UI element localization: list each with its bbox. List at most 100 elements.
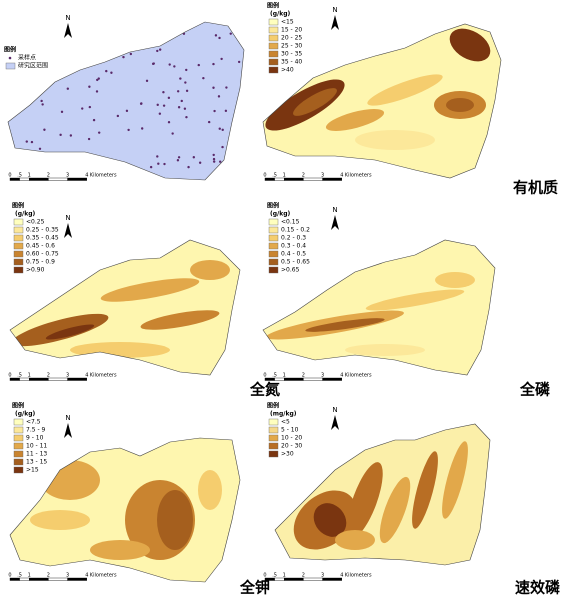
- scale-label: 0: [263, 573, 266, 579]
- map-caption: 速效磷: [515, 579, 561, 596]
- legend-swatch: [268, 250, 279, 258]
- sample-point: [30, 29, 34, 32]
- legend-label: 10 - 20: [281, 435, 302, 442]
- map-caption: 全钾: [239, 579, 270, 596]
- value-zone: [435, 272, 475, 288]
- sample-point: [32, 30, 36, 33]
- legend-swatch: [268, 242, 279, 250]
- scale-label: 0: [8, 373, 11, 379]
- legend-unit: (g/kg): [15, 411, 36, 418]
- map-body: [8, 22, 244, 180]
- value-zone: [355, 130, 435, 150]
- sample-point: [158, 48, 162, 51]
- legend-swatch: [13, 258, 24, 266]
- sample-point: [185, 115, 188, 119]
- legend-label: >15: [26, 467, 39, 474]
- sample-point: [38, 147, 42, 150]
- sample-point: [176, 90, 180, 93]
- legend-swatch: [5, 62, 16, 70]
- value-zone: [140, 310, 220, 330]
- sample-point: [177, 106, 181, 109]
- sample-point: [114, 52, 117, 56]
- legend-label: <0.25: [26, 219, 45, 226]
- sample-point: [218, 36, 221, 40]
- legend-label: 采样点: [18, 54, 36, 62]
- legend-swatch: [13, 442, 24, 450]
- sample-point: [95, 90, 99, 93]
- scale-seg: [29, 177, 49, 181]
- sample-point: [157, 162, 160, 165]
- scale-seg: [284, 577, 304, 581]
- sample-point: [41, 103, 44, 106]
- sample-point: [40, 99, 43, 103]
- legend-swatch: [268, 34, 279, 42]
- scale-label: 3: [66, 373, 69, 379]
- legend-swatch: [13, 234, 24, 242]
- sample-point: [202, 76, 205, 80]
- north-label: N: [65, 414, 70, 422]
- scale-label: 3: [66, 173, 69, 179]
- legend-swatch: [13, 250, 24, 258]
- legend-swatch: [13, 434, 24, 442]
- sample-point: [59, 133, 62, 137]
- value-zone: [335, 530, 375, 550]
- sample-point: [152, 62, 155, 65]
- sample-point: [235, 172, 238, 176]
- sample-point: [229, 32, 232, 35]
- legend-swatch: [268, 426, 279, 434]
- legend-label: <7.5: [26, 419, 41, 426]
- sample-point: [192, 156, 196, 159]
- sample-point: [105, 69, 108, 73]
- sample-point: [214, 34, 218, 37]
- north-arrow: [64, 423, 72, 438]
- sample-point: [44, 162, 48, 165]
- sample-point: [57, 48, 60, 51]
- map-panel: 图例(g/kg)<0.250.25 - 0.350.35 - 0.450.45 …: [8, 202, 280, 399]
- map-base-light: [10, 240, 240, 375]
- sample-point: [87, 137, 91, 141]
- scale-label: Kilometers: [90, 573, 117, 579]
- legend-label: 35 - 40: [281, 59, 302, 66]
- sample-point: [224, 109, 228, 113]
- sample-point: [184, 81, 187, 84]
- sample-point: [207, 120, 211, 124]
- legend-swatch: [13, 226, 24, 234]
- legend-title: 图例: [267, 2, 279, 10]
- legend-label: 0.2 - 0.3: [281, 235, 306, 242]
- legend-label: >0.65: [281, 267, 300, 274]
- legend-swatch: [268, 66, 279, 74]
- legend-label: 0.35 - 0.45: [26, 235, 59, 242]
- sample-point: [213, 109, 216, 113]
- sample-point: [145, 79, 149, 83]
- sample-point: [116, 114, 120, 118]
- sample-point: [13, 162, 17, 165]
- scale-label: 2: [302, 573, 305, 579]
- north-arrow: [64, 23, 72, 38]
- sample-point: [171, 132, 174, 135]
- scale-seg: [303, 177, 323, 181]
- legend-swatch: [268, 218, 279, 226]
- legend-unit: (g/kg): [270, 211, 291, 218]
- legend-label: 0.3 - 0.4: [281, 243, 306, 250]
- legend-dot: [8, 56, 12, 60]
- scale-label: 1: [283, 373, 286, 379]
- legend-label: >0.90: [26, 267, 45, 274]
- sample-point: [179, 77, 182, 80]
- scale-label: 3: [66, 573, 69, 579]
- sample-point: [158, 112, 162, 115]
- scale-label: 4: [340, 373, 343, 379]
- scale-label: .5: [17, 173, 22, 179]
- sample-point: [96, 78, 99, 82]
- sample-point: [212, 86, 215, 89]
- sample-point: [185, 89, 189, 93]
- scale-label: .5: [17, 573, 22, 579]
- scale-label: 2: [47, 573, 50, 579]
- sample-point: [125, 109, 129, 113]
- value-zone: [365, 289, 465, 311]
- legend-unit: (g/kg): [270, 11, 291, 18]
- scale-seg: [48, 177, 68, 181]
- scale-seg: [303, 377, 323, 381]
